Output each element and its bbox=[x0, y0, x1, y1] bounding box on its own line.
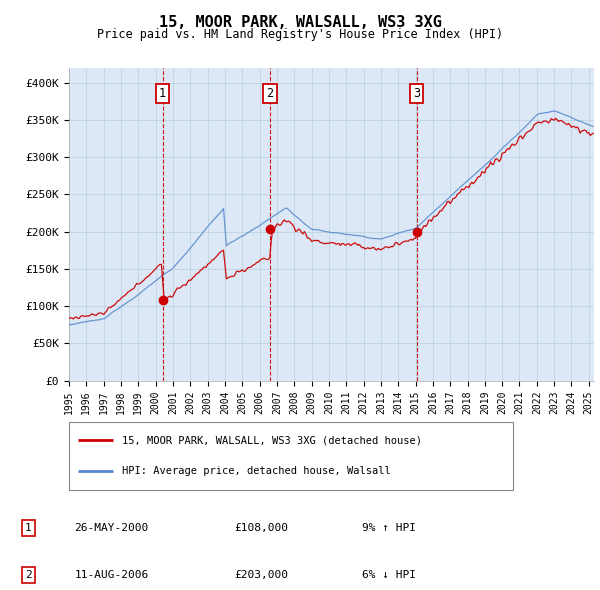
Text: 3: 3 bbox=[413, 87, 421, 100]
Text: £108,000: £108,000 bbox=[235, 523, 289, 533]
Text: 15, MOOR PARK, WALSALL, WS3 3XG (detached house): 15, MOOR PARK, WALSALL, WS3 3XG (detache… bbox=[122, 435, 422, 445]
Text: 15, MOOR PARK, WALSALL, WS3 3XG: 15, MOOR PARK, WALSALL, WS3 3XG bbox=[158, 15, 442, 30]
Text: HPI: Average price, detached house, Walsall: HPI: Average price, detached house, Wals… bbox=[122, 466, 391, 476]
Text: Price paid vs. HM Land Registry's House Price Index (HPI): Price paid vs. HM Land Registry's House … bbox=[97, 28, 503, 41]
Text: £203,000: £203,000 bbox=[235, 571, 289, 580]
Text: 6% ↓ HPI: 6% ↓ HPI bbox=[362, 571, 416, 580]
Text: 2: 2 bbox=[25, 571, 32, 580]
Text: 1: 1 bbox=[159, 87, 166, 100]
Text: 2: 2 bbox=[266, 87, 274, 100]
Text: 11-AUG-2006: 11-AUG-2006 bbox=[74, 571, 149, 580]
FancyBboxPatch shape bbox=[69, 422, 513, 490]
Text: 1: 1 bbox=[25, 523, 32, 533]
Text: 26-MAY-2000: 26-MAY-2000 bbox=[74, 523, 149, 533]
Text: 9% ↑ HPI: 9% ↑ HPI bbox=[362, 523, 416, 533]
